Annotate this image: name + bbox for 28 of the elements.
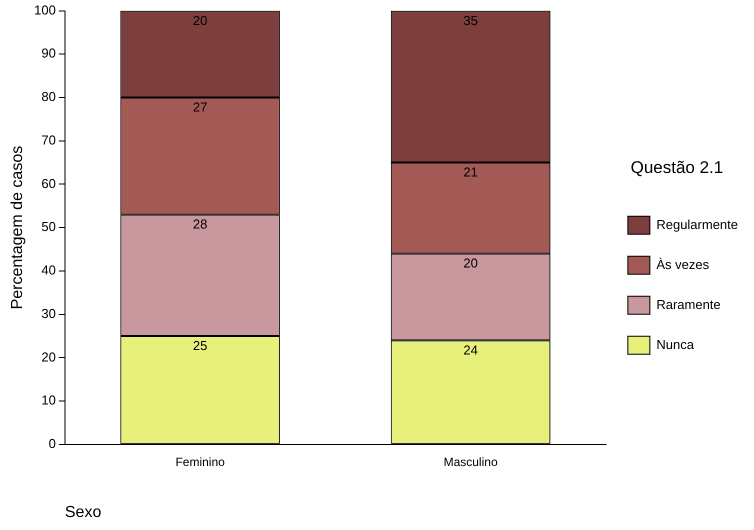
y-tick-label: 90 [41,46,56,61]
y-tick-label: 70 [41,132,56,148]
data-label: 20 [463,256,478,271]
legend-label: Às vezes [656,256,710,272]
y-tick-label: 50 [41,219,56,234]
x-tick-label: Feminino [175,454,226,469]
y-tick-label: 0 [48,436,56,451]
legend-label: Nunca [656,336,695,352]
y-tick-label: 80 [41,89,56,104]
data-label: 27 [192,100,208,115]
data-label: 35 [463,12,478,28]
legend-label: Raramente [656,296,721,312]
x-axis-title: Sexo [64,504,102,521]
legend-label: Regularmente [656,216,738,232]
y-tick-label: 40 [41,262,56,278]
x-tick-label: Masculino [444,454,498,469]
y-tick-label: 30 [41,306,56,321]
y-axis-title: Percentagem de casos [9,146,26,310]
y-tick-label: 100 [34,2,56,18]
y-tick-label: 20 [41,349,56,364]
data-label: 20 [192,12,208,28]
data-label: 25 [192,338,208,354]
y-tick-label: 60 [41,176,56,191]
data-label: 24 [463,342,478,358]
y-tick-label: 10 [41,392,56,408]
data-label: 21 [463,164,478,180]
data-label: 28 [192,216,208,232]
legend-title: Questão 2.1 [630,158,724,177]
